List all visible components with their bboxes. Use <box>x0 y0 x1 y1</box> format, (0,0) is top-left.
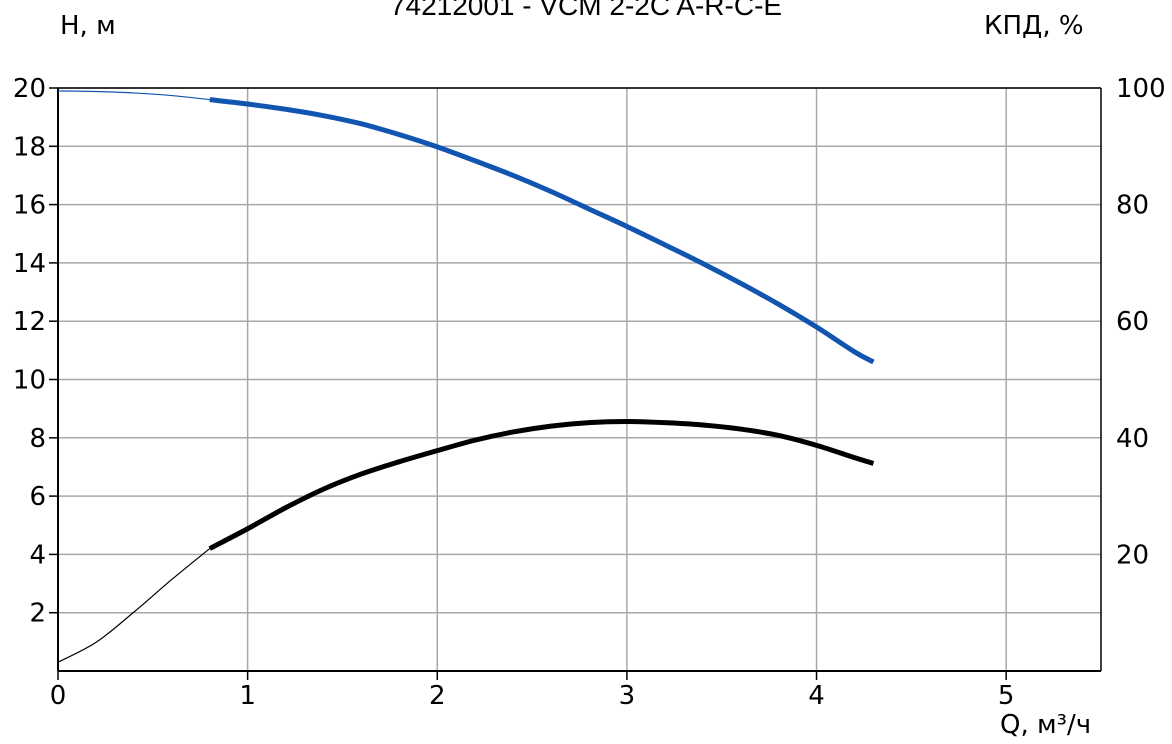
y-axis-label: H, м <box>60 11 116 41</box>
y2-tick-label: 100 <box>1116 74 1166 104</box>
efficiency-curve-extrapolated <box>57 548 211 663</box>
y2-tick-label: 80 <box>1116 191 1149 221</box>
x-tick-label: 5 <box>998 681 1015 711</box>
x-tick-label: 3 <box>619 681 636 711</box>
x-tick-label: 4 <box>808 681 825 711</box>
x-tick-label: 2 <box>429 681 446 711</box>
x-axis-label: Q, м³/ч <box>1000 710 1092 740</box>
y-tick-label: 6 <box>29 482 46 512</box>
head-curve <box>209 97 875 365</box>
y2-tick-label: 20 <box>1116 540 1149 570</box>
y-tick-label: 20 <box>13 74 46 104</box>
y2-axis-label: КПД, % <box>984 11 1084 41</box>
x-tick-label: 0 <box>50 681 67 711</box>
y-tick-label: 8 <box>29 424 46 454</box>
y-tick-label: 14 <box>13 249 46 279</box>
y-tick-label: 16 <box>13 191 46 221</box>
y-tick-label: 10 <box>13 366 46 396</box>
chart-title: 74212001 - VCM 2-2C A-R-C-E <box>389 0 783 21</box>
y-tick-label: 2 <box>29 599 46 629</box>
x-tick-label: 1 <box>239 681 256 711</box>
efficiency-curve <box>208 418 875 551</box>
curves <box>57 90 875 663</box>
grid <box>49 87 1102 680</box>
y2-tick-label: 40 <box>1116 424 1149 454</box>
y2-tick-label: 60 <box>1116 307 1149 337</box>
y-tick-label: 4 <box>29 540 46 570</box>
y-tick-label: 18 <box>13 132 46 162</box>
y-tick-label: 12 <box>13 307 46 337</box>
head-curve-extrapolated <box>57 90 210 101</box>
